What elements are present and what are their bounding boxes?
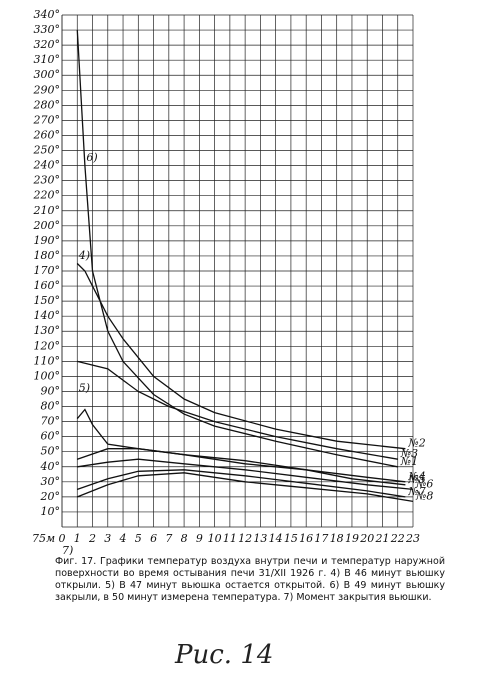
annotation: 5): [79, 381, 90, 394]
series-label: №8: [415, 489, 433, 502]
x-tick-label: 13: [253, 532, 267, 545]
x-tick-label: 0: [59, 532, 66, 545]
x-tick-label: 6: [150, 532, 157, 545]
y-tick-label: 210°: [33, 204, 61, 217]
series-line: [76, 30, 398, 468]
annotation: 4): [78, 249, 90, 262]
chart: 10° 20° 30° 40° 50° 60° 70° 80° 90° 100° 110° 120° 1…: [32, 8, 433, 557]
x-tick-label: 21: [374, 532, 389, 545]
x-tick-label: 5: [135, 532, 142, 545]
series-line: [77, 469, 406, 498]
x-tick-label: 19: [345, 532, 359, 545]
annotation: 6): [86, 151, 97, 164]
x-tick-label: 18: [330, 532, 344, 545]
series-label: №5: [407, 473, 425, 486]
y-tick-label: 20°: [40, 490, 61, 503]
series-line: [76, 263, 406, 450]
x-tick-label: 9: [196, 532, 203, 545]
y-tick-label: 90°: [41, 384, 61, 397]
series-label: №4: [407, 470, 425, 483]
series-line: [77, 448, 406, 486]
y-tick-label: 200°: [33, 219, 61, 232]
x-tick-label: 1: [74, 532, 81, 545]
x-origin-label: 75м: [32, 532, 55, 545]
x-tick-label: 16: [299, 532, 313, 545]
y-tick-label: 280°: [33, 98, 61, 111]
y-tick-label: 50°: [41, 445, 61, 458]
y-tick-label: 10°: [41, 505, 61, 518]
y-tick-label: 60°: [41, 430, 61, 443]
y-tick-label: 160°: [34, 279, 61, 292]
x-tick-label: 22: [390, 532, 405, 545]
y-tick-label: 30°: [41, 475, 61, 488]
x-tick-label: 10: [208, 532, 222, 545]
y-tick-label: 40°: [40, 460, 61, 473]
figure-label: Рис. 14: [175, 640, 274, 670]
series-line: [77, 360, 398, 460]
y-tick-label: 190°: [34, 234, 61, 247]
series-line: [77, 458, 414, 491]
annotation: 7): [62, 544, 73, 555]
x-tick-label: 14: [269, 532, 283, 545]
y-tick-label: 300°: [34, 68, 61, 81]
y-tick-label: 240°: [33, 159, 61, 172]
y-tick-label: 260°: [33, 128, 61, 141]
y-tick-label: 320°: [34, 38, 61, 51]
y-tick-label: 80°: [41, 400, 61, 413]
caption: Фиг. 17. Графики температур воздуха внут…: [55, 556, 445, 603]
x-tick-label: 3: [104, 532, 111, 545]
y-tick-label: 170°: [34, 264, 61, 277]
y-tick-label: 220°: [33, 189, 61, 202]
series-label: №2: [407, 437, 425, 450]
x-tick-label: 23: [405, 532, 420, 545]
x-tick-label: 20: [359, 532, 374, 545]
series-label: №3: [400, 447, 418, 460]
series-label: №6: [415, 477, 433, 490]
series-line: [77, 472, 414, 503]
x-tick-label: 17: [314, 532, 328, 545]
x-tick-label: 7: [165, 532, 172, 545]
y-tick-label: 140°: [34, 309, 61, 322]
y-tick-label: 270°: [33, 113, 61, 126]
y-tick-label: 150°: [34, 294, 61, 307]
y-tick-label: 330°: [34, 23, 61, 36]
y-tick-label: 310°: [34, 53, 61, 66]
y-tick-label: 110°: [34, 354, 61, 367]
y-tick-label: 120°: [34, 339, 61, 352]
y-tick-label: 250°: [33, 144, 61, 157]
y-tick-label: 230°: [33, 174, 61, 187]
y-tick-label: 130°: [34, 324, 61, 337]
x-tick-label: 11: [223, 532, 237, 545]
series-label: №1: [400, 455, 418, 468]
y-tick-label: 340°: [34, 8, 61, 21]
x-tick-label: 15: [284, 532, 298, 545]
x-tick-label: 8: [181, 532, 188, 545]
y-tick-label: 100°: [34, 369, 61, 382]
y-tick-label: 180°: [34, 249, 61, 262]
series-label: №7: [407, 485, 425, 498]
y-tick-label: 290°: [33, 83, 61, 96]
x-tick-label: 2: [88, 532, 96, 545]
y-tick-label: 70°: [41, 415, 61, 428]
x-tick-label: 4: [119, 532, 127, 545]
x-tick-label: 12: [238, 532, 252, 545]
